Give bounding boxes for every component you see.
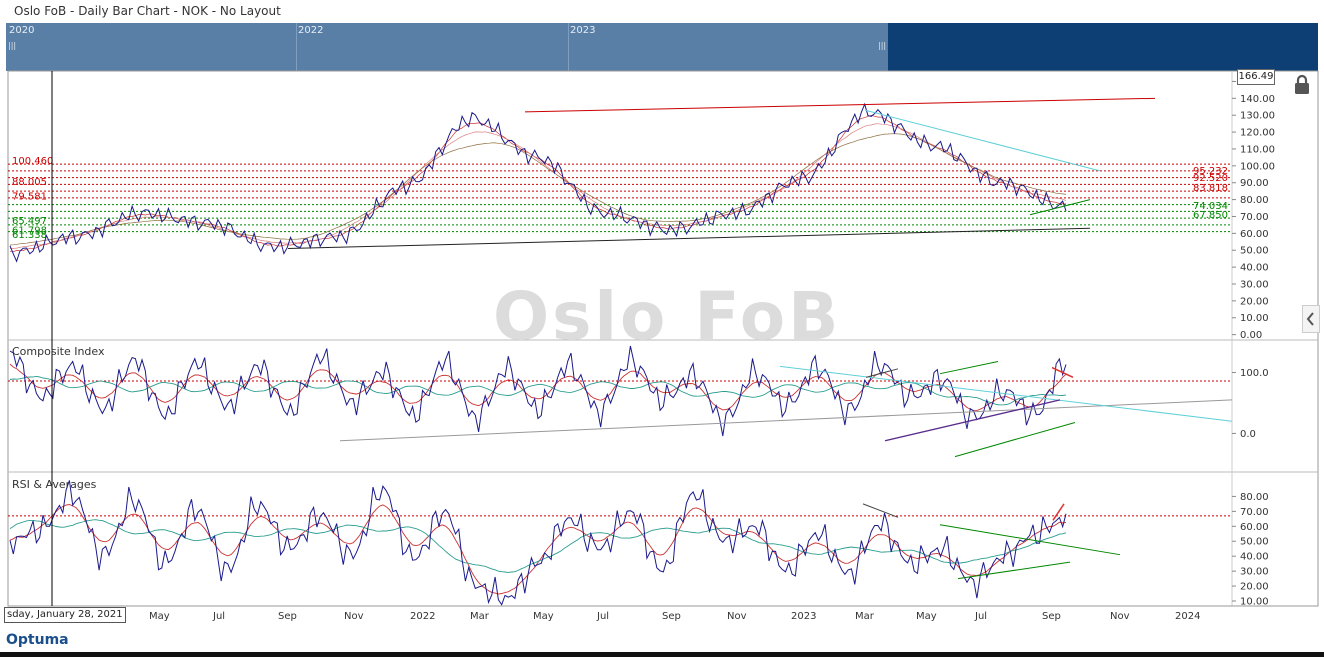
- watermark: Oslo FoB: [493, 278, 842, 355]
- y-tick-label: 50.00: [1240, 246, 1269, 257]
- y-tick-label: 30.00: [1240, 567, 1269, 578]
- x-axis-label: Sep: [1042, 611, 1061, 622]
- x-axis-label: Sep: [278, 611, 297, 622]
- cursor-date-label: sday, January 28, 2021: [4, 607, 126, 623]
- y-tick-label: 40.00: [1240, 263, 1269, 274]
- x-axis-label: May: [916, 611, 937, 622]
- y-tick-label: 20.00: [1240, 582, 1269, 593]
- trendline: [864, 109, 1101, 172]
- collapse-panel-button[interactable]: [1302, 305, 1320, 333]
- rsi-average-line: [9, 519, 1067, 573]
- support-label: 61.338: [12, 230, 47, 241]
- y-tick-label: 60.00: [1240, 229, 1269, 240]
- x-axis-label: Mar: [470, 611, 489, 622]
- y-tick-label: 0.0: [1240, 429, 1256, 440]
- navigator-handle-right[interactable]: |||: [878, 41, 887, 50]
- navigator-year: 2022: [298, 25, 324, 36]
- x-axis-label: 2022: [410, 611, 436, 622]
- composite-index-title: Composite Index: [12, 345, 105, 358]
- price-series-line: [9, 102, 1067, 263]
- y-tick-label: 50.00: [1240, 537, 1269, 548]
- x-axis-label: May: [533, 611, 554, 622]
- x-axis-label: Nov: [1110, 611, 1130, 622]
- optuma-logo: Optuma: [6, 632, 69, 648]
- trendline: [339, 399, 1233, 442]
- y-tick-label: 100.0: [1240, 368, 1269, 379]
- navigator-divider: [568, 23, 569, 71]
- x-axis-label: Sep: [662, 611, 681, 622]
- last-price-badge: 166.49: [1237, 69, 1275, 85]
- y-tick-label: 130.00: [1240, 111, 1275, 122]
- support-label: 67.850: [1193, 210, 1228, 221]
- resistance-label: 79.581: [12, 191, 47, 202]
- x-axis-label: 2024: [1175, 611, 1201, 622]
- x-axis-label: Nov: [727, 611, 747, 622]
- chevron-left-icon: [1306, 312, 1314, 326]
- time-navigator[interactable]: 2020 2022 2023 ||| |||: [6, 23, 1318, 71]
- rsi-average-line: [9, 504, 1067, 595]
- trendline: [1052, 503, 1065, 521]
- y-tick-label: 10.00: [1240, 597, 1269, 608]
- moving-average-line: [9, 123, 1067, 250]
- moving-average-line: [9, 133, 1067, 246]
- trendline: [884, 399, 1061, 442]
- support-trendline: [287, 227, 1091, 250]
- composite-index-line: [9, 345, 1067, 437]
- x-axis-label: Jul: [597, 611, 610, 622]
- y-tick-label: 110.00: [1240, 144, 1275, 155]
- resistance-label: 92.520: [1193, 173, 1228, 184]
- navigator-divider: [296, 23, 297, 71]
- y-tick-label: 30.00: [1240, 279, 1269, 290]
- navigator-range[interactable]: [6, 23, 888, 71]
- navigator-handle-left[interactable]: |||: [8, 41, 17, 50]
- y-tick-label: 100.00: [1240, 161, 1275, 172]
- y-tick-label: 60.00: [1240, 522, 1269, 533]
- y-tick-label: 90.00: [1240, 178, 1269, 189]
- y-tick-label: 40.00: [1240, 552, 1269, 563]
- x-axis-label: Jul: [975, 611, 988, 622]
- navigator-year: 2023: [570, 25, 596, 36]
- x-axis-label: Mar: [855, 611, 874, 622]
- y-tick-label: 80.00: [1240, 195, 1269, 206]
- trendline: [865, 368, 899, 378]
- trendline: [939, 524, 1121, 556]
- trendline: [862, 503, 899, 518]
- x-axis-label: 2023: [791, 611, 817, 622]
- composite-average-line: [9, 363, 1067, 412]
- y-tick-label: 10.00: [1240, 313, 1269, 324]
- trendline: [779, 365, 1233, 422]
- x-axis-label: May: [149, 611, 170, 622]
- composite-average-line: [9, 375, 1067, 406]
- y-tick-label: 20.00: [1240, 296, 1269, 307]
- y-tick-label: 70.00: [1240, 507, 1269, 518]
- trendline: [957, 561, 1071, 580]
- brand-text: Optuma: [6, 632, 69, 648]
- y-tick-label: 140.00: [1240, 94, 1275, 105]
- x-axis-label: Jul: [213, 611, 226, 622]
- lock-icon[interactable]: [1290, 73, 1314, 97]
- y-tick-label: 0.00: [1240, 330, 1262, 341]
- resistance-label: 95.232: [1193, 166, 1228, 177]
- trendline: [1029, 199, 1091, 216]
- support-label: 61.798: [12, 225, 47, 236]
- y-tick-label: 80.00: [1240, 492, 1269, 503]
- support-label: 74.034: [1193, 201, 1228, 212]
- trendline: [954, 421, 1076, 458]
- resistance-label: 100.460: [12, 156, 53, 167]
- window-title: Oslo FoB - Daily Bar Chart - NOK - No La…: [14, 4, 281, 18]
- x-axis-label: Nov: [344, 611, 364, 622]
- rsi-line: [9, 480, 1067, 606]
- trendline: [939, 361, 999, 375]
- y-tick-label: 70.00: [1240, 212, 1269, 223]
- resistance-trendline: [524, 97, 1156, 113]
- support-label: 65.497: [12, 216, 47, 227]
- footer-bar: [0, 652, 1324, 657]
- y-tick-label: 120.00: [1240, 128, 1275, 139]
- resistance-label: 88.005: [12, 177, 47, 188]
- trendline: [1051, 366, 1074, 379]
- navigator-year: 2020: [9, 25, 35, 36]
- resistance-label: 83.818: [1193, 183, 1228, 194]
- rsi-title: RSI & Averages: [12, 478, 97, 491]
